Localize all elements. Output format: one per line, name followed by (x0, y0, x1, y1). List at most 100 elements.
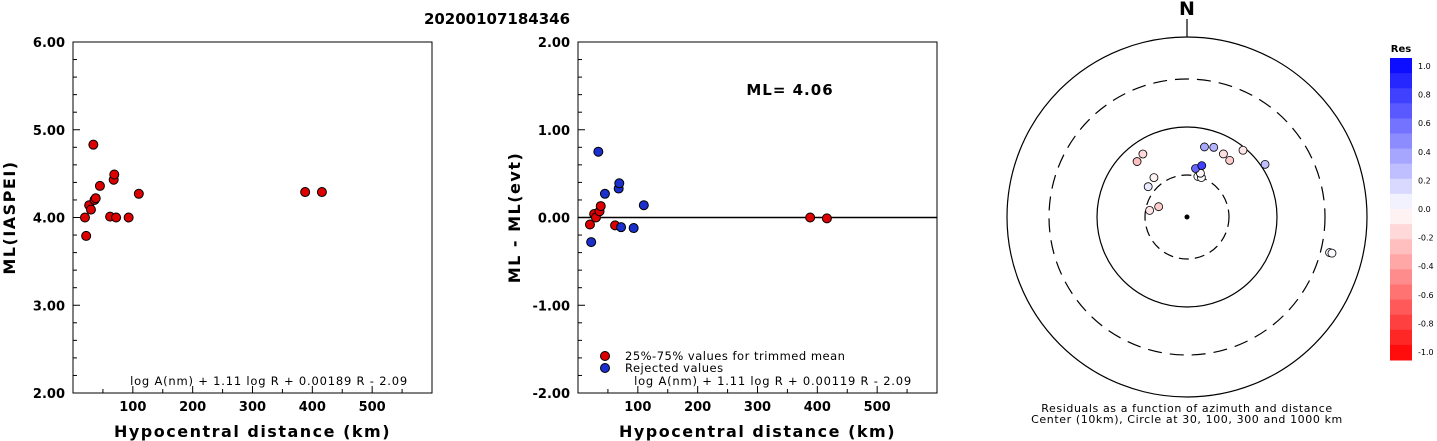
x-tick-label: 300 (744, 400, 771, 415)
colorbar-segment (1390, 103, 1412, 119)
station-point (1145, 206, 1155, 215)
ml-annotation: ML= 4.06 (746, 81, 833, 99)
x-tick-label: 500 (359, 400, 386, 415)
polar-caption: Center (10km), Circle at 30, 100, 300 an… (1031, 413, 1343, 426)
x-tick-label: 100 (119, 400, 146, 415)
y-tick-label: -1.00 (533, 299, 570, 314)
colorbar-segment (1390, 344, 1412, 361)
colorbar-label: 0.6 (1418, 119, 1431, 128)
legend-marker (600, 351, 610, 361)
station-point (1154, 202, 1164, 212)
x-tick-label: 200 (179, 400, 206, 415)
station-point (1219, 149, 1228, 159)
data-point (638, 200, 649, 211)
colorbar-segment (1390, 209, 1412, 225)
ring-100km (1096, 126, 1278, 308)
colorbar-segment (1390, 133, 1412, 150)
colorbar-label: -0.6 (1418, 291, 1434, 300)
magnitude-distance-plot: 100 200 300 400 500 2.00 3.00 4.00 5.00 6.00 Hypoc… (0, 36, 433, 441)
station-point (1209, 142, 1219, 152)
data-point (616, 222, 627, 233)
data-point (599, 188, 610, 199)
data-point (821, 213, 832, 224)
y-tick-label: -2.00 (533, 387, 570, 402)
data-point (805, 212, 816, 223)
data-point (90, 193, 101, 204)
station-point (1197, 161, 1207, 171)
colorbar-segment (1390, 239, 1412, 255)
y-tick-label: 4.00 (33, 212, 65, 227)
station-point (1200, 142, 1209, 152)
colorbar-segment (1390, 73, 1412, 89)
colorbar-segment (1390, 314, 1412, 331)
data-point (595, 201, 606, 212)
colorbar-label: 0.0 (1418, 205, 1431, 214)
data-point (133, 188, 144, 199)
formula-text: log A(nm) + 1.11 log R + 0.00189 R - 2.0… (130, 374, 408, 388)
station-point (1260, 159, 1270, 169)
data-point (316, 187, 327, 198)
data-point (584, 219, 595, 230)
ring-30km (1144, 174, 1230, 260)
colorbar-label: -0.2 (1418, 234, 1434, 243)
colorbar-segment (1390, 329, 1412, 346)
page-title: 20200107184346 (424, 10, 570, 28)
north-label: N (1179, 0, 1195, 20)
colorbar-label: -0.4 (1418, 262, 1434, 271)
colorbar-segment (1390, 148, 1412, 165)
colorbar-segment (1390, 299, 1412, 316)
station-point (1138, 149, 1148, 159)
y-tick-label: 3.00 (33, 299, 65, 314)
colorbar-segment (1390, 118, 1412, 134)
colorbar-label: 0.2 (1418, 176, 1431, 185)
colorbar-segment (1390, 269, 1412, 285)
colorbar-label: -0.8 (1418, 319, 1434, 328)
station-point (1143, 182, 1153, 192)
data-point (109, 169, 120, 180)
colorbar-segment (1390, 58, 1412, 74)
y-axis-label: ML(IASPEI) (0, 160, 19, 274)
ring-300km (1048, 78, 1326, 356)
colorbar-label: 0.8 (1418, 91, 1431, 100)
data-point (123, 212, 134, 223)
x-axis-label: Hypocentral distance (km) (114, 422, 391, 441)
x-tick-label: 400 (804, 400, 831, 415)
data-point (300, 187, 311, 198)
colorbar-segment (1390, 254, 1412, 270)
polar-caption: Residuals as a function of azimuth and d… (1041, 402, 1332, 415)
x-tick-label: 200 (684, 400, 711, 415)
y-tick-label: 6.00 (33, 36, 65, 51)
station-point (1238, 145, 1248, 155)
x-tick-label: 400 (299, 400, 326, 415)
azimuth-residual-plot: N Residuals as a function of azimuth and … (1006, 0, 1434, 426)
y-tick-label: 1.00 (538, 124, 570, 139)
data-point (111, 212, 122, 223)
colorbar-segment (1390, 284, 1412, 301)
colorbar-label: -1.0 (1418, 348, 1434, 357)
y-tick-label: 5.00 (33, 124, 65, 139)
data-point (79, 212, 90, 223)
station-point (1149, 173, 1159, 183)
data-point (85, 204, 96, 215)
colorbar-label: 0.4 (1418, 148, 1431, 157)
y-tick-label: 0.00 (538, 212, 570, 227)
colorbar-title: Res (1391, 44, 1411, 55)
data-point (586, 237, 597, 248)
center-point (1184, 214, 1190, 220)
x-tick-label: 300 (239, 400, 266, 415)
x-tick-label: 500 (864, 400, 891, 415)
colorbar-segment (1390, 163, 1412, 180)
y-axis-label: ML - ML(evt) (505, 152, 524, 284)
colorbar-segment (1390, 224, 1412, 240)
y-tick-label: 2.00 (538, 36, 570, 51)
colorbar-label: 1.0 (1418, 62, 1431, 71)
station-point (1327, 248, 1337, 258)
data-point (628, 223, 639, 234)
x-axis-label: Hypocentral distance (km) (619, 422, 896, 441)
station-point (1132, 157, 1142, 166)
x-tick-label: 100 (624, 400, 651, 415)
data-point (81, 230, 92, 241)
colorbar-segment (1390, 178, 1412, 195)
formula-text: log A(nm) + 1.11 log R + 0.00119 R - 2.0… (634, 374, 912, 388)
